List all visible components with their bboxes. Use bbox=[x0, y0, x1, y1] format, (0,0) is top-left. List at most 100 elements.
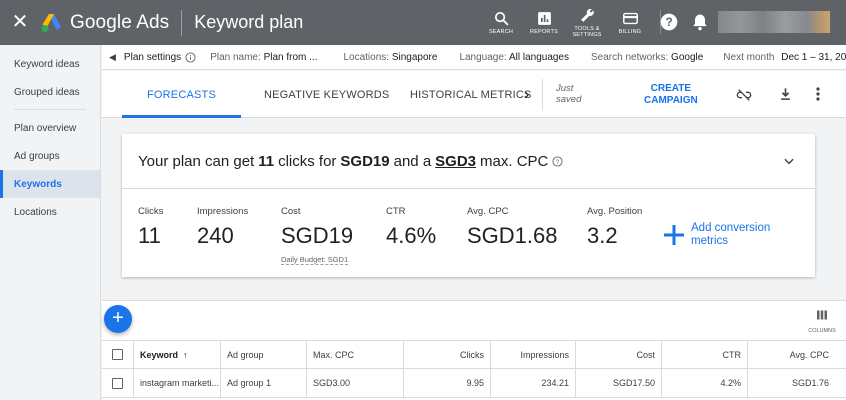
networks-setting[interactable]: Search networks: Google bbox=[591, 52, 703, 63]
metric-label: Cost bbox=[281, 206, 301, 217]
headline-prefix: Your plan can get bbox=[138, 152, 255, 170]
daily-budget-link[interactable]: Daily Budget: SGD1 bbox=[281, 255, 349, 265]
add-conversion-metrics-button[interactable]: Add conversion metrics bbox=[662, 222, 770, 248]
sidebar-item-keywords[interactable]: Keywords bbox=[0, 170, 100, 198]
sidebar-item-keyword-ideas[interactable]: Keyword ideas bbox=[0, 50, 100, 78]
download-icon[interactable] bbox=[778, 86, 793, 107]
svg-text:?: ? bbox=[556, 159, 560, 165]
metric-value: 3.2 bbox=[587, 223, 618, 248]
more-options-icon[interactable] bbox=[812, 86, 824, 107]
headline-mid2: and a bbox=[393, 152, 432, 170]
sidebar-item-grouped-ideas[interactable]: Grouped ideas bbox=[0, 78, 100, 106]
date-range-setting[interactable]: Next month Dec 1 – 31, 2020 bbox=[723, 52, 846, 63]
tabs-divider bbox=[542, 79, 543, 111]
collapse-left-icon[interactable]: ◀ bbox=[109, 51, 116, 62]
networks-label: Search networks: bbox=[591, 51, 669, 63]
unlink-icon[interactable] bbox=[736, 87, 752, 108]
create-campaign-button[interactable]: CREATE CAMPAIGN bbox=[644, 83, 698, 107]
header-cost[interactable]: Cost bbox=[576, 341, 662, 368]
header-label: Avg. CPC bbox=[789, 349, 829, 360]
tab-historical-metrics[interactable]: HISTORICAL METRICS bbox=[410, 71, 532, 118]
tabs-bar: FORECASTS NEGATIVE KEYWORDS HISTORICAL M… bbox=[102, 71, 846, 118]
metric-avg-cpc: Avg. CPC SGD1.68 bbox=[467, 206, 558, 249]
help-icon[interactable]: ? bbox=[659, 12, 679, 32]
header-label: CTR bbox=[722, 349, 742, 360]
tab-label: NEGATIVE KEYWORDS bbox=[264, 88, 390, 101]
header-keyword[interactable]: Keyword ↑ bbox=[134, 341, 221, 368]
info-icon[interactable] bbox=[185, 51, 196, 63]
table-header-row: Keyword ↑ Ad group Max. CPC Clicks Impres… bbox=[102, 340, 846, 369]
plan-settings-bar: ◀ Plan settings Plan name: Plan from ...… bbox=[102, 45, 846, 70]
search-tool-button[interactable]: SEARCH bbox=[482, 0, 520, 45]
metric-value: 240 bbox=[197, 223, 234, 248]
header-max-cpc[interactable]: Max. CPC bbox=[307, 341, 404, 368]
sidebar-item-label: Ad groups bbox=[14, 150, 60, 162]
cell-max-cpc[interactable]: SGD3.00 bbox=[307, 369, 404, 397]
metric-label: Impressions bbox=[197, 206, 249, 217]
tools-settings-button[interactable]: TOOLS & SETTINGS bbox=[568, 0, 606, 45]
header-label: Cost bbox=[636, 349, 655, 360]
header-label: Impressions bbox=[520, 349, 569, 360]
language-label: Language: bbox=[459, 51, 507, 63]
cell-ctr: 4.2% bbox=[662, 369, 748, 397]
locations-setting[interactable]: Locations: Singapore bbox=[343, 52, 437, 63]
cell-keyword[interactable]: instagram marketi... bbox=[134, 369, 221, 397]
billing-tool-button[interactable]: BILLING bbox=[611, 0, 649, 45]
reports-tool-button[interactable]: REPORTS bbox=[525, 0, 563, 45]
columns-button[interactable]: COLUMNS bbox=[808, 308, 836, 334]
columns-label: COLUMNS bbox=[808, 328, 836, 334]
header-impressions[interactable]: Impressions bbox=[491, 341, 576, 368]
metric-value: 11 bbox=[138, 223, 161, 248]
sidebar-item-plan-overview[interactable]: Plan overview bbox=[0, 114, 100, 142]
page-title: Keyword plan bbox=[194, 12, 304, 32]
billing-tool-label: BILLING bbox=[618, 29, 642, 35]
language-value: All languages bbox=[508, 51, 569, 63]
tools-divider bbox=[660, 10, 661, 34]
metric-impressions: Impressions 240 bbox=[197, 206, 248, 249]
sidebar-item-locations[interactable]: Locations bbox=[0, 198, 100, 226]
plus-icon bbox=[664, 225, 684, 245]
help-circle-icon[interactable]: ? bbox=[552, 155, 563, 167]
forecast-headline: Your plan can get 11 clicks for SGD19 an… bbox=[122, 134, 815, 189]
locations-value: Singapore bbox=[391, 51, 438, 63]
tabs-scroll-right-icon[interactable]: › bbox=[524, 85, 530, 103]
plus-icon: + bbox=[112, 307, 124, 329]
plan-name-label: Plan name: bbox=[210, 51, 261, 63]
networks-value: Google bbox=[671, 51, 704, 63]
select-all-checkbox[interactable] bbox=[102, 341, 134, 368]
account-avatar[interactable] bbox=[718, 11, 830, 33]
headline-mid1: clicks for bbox=[278, 152, 337, 170]
tab-negative-keywords[interactable]: NEGATIVE KEYWORDS bbox=[264, 71, 389, 118]
metric-label: CTR bbox=[386, 206, 406, 217]
metric-label: Clicks bbox=[138, 206, 164, 217]
checkbox[interactable] bbox=[112, 349, 123, 360]
header-ctr[interactable]: CTR bbox=[662, 341, 748, 368]
metric-value: 4.6% bbox=[386, 223, 437, 248]
metric-value: SGD1.68 bbox=[467, 223, 558, 248]
tab-label: HISTORICAL METRICS bbox=[410, 88, 532, 101]
brand-name: Google Ads bbox=[70, 11, 170, 33]
table-row[interactable]: instagram marketi... Ad group 1 SGD3.00 … bbox=[102, 369, 846, 398]
header-ad-group[interactable]: Ad group bbox=[221, 341, 307, 368]
row-checkbox-cell[interactable] bbox=[102, 369, 134, 397]
metric-clicks: Clicks 11 bbox=[138, 206, 163, 249]
header-avg-cpc[interactable]: Avg. CPC bbox=[748, 341, 835, 368]
cell-clicks: 9.95 bbox=[404, 369, 491, 397]
checkbox[interactable] bbox=[112, 377, 123, 389]
language-setting[interactable]: Language: All languages bbox=[459, 52, 569, 63]
header-clicks[interactable]: Clicks bbox=[404, 341, 491, 368]
add-keyword-fab-button[interactable]: + bbox=[104, 305, 132, 333]
plan-name-setting[interactable]: Plan name: Plan from ... bbox=[210, 52, 317, 63]
headline-cpc-link[interactable]: SGD3 bbox=[435, 152, 477, 170]
close-icon[interactable]: ✕ bbox=[11, 11, 29, 33]
headline-suffix: max. CPC bbox=[480, 152, 549, 170]
search-tool-label: SEARCH bbox=[488, 29, 514, 35]
tab-forecasts[interactable]: FORECASTS bbox=[122, 71, 241, 118]
notifications-bell-icon[interactable] bbox=[690, 12, 710, 32]
expand-chevron-icon[interactable] bbox=[782, 154, 796, 172]
top-bar: ✕ Google Ads Keyword plan SEARCH REPORTS… bbox=[0, 0, 846, 45]
metric-cost: Cost SGD19 Daily Budget: SGD1 bbox=[281, 206, 353, 267]
add-conversion-line2: metrics bbox=[691, 235, 729, 247]
cell-ad-group[interactable]: Ad group 1 bbox=[221, 369, 307, 397]
sidebar-item-ad-groups[interactable]: Ad groups bbox=[0, 142, 100, 170]
